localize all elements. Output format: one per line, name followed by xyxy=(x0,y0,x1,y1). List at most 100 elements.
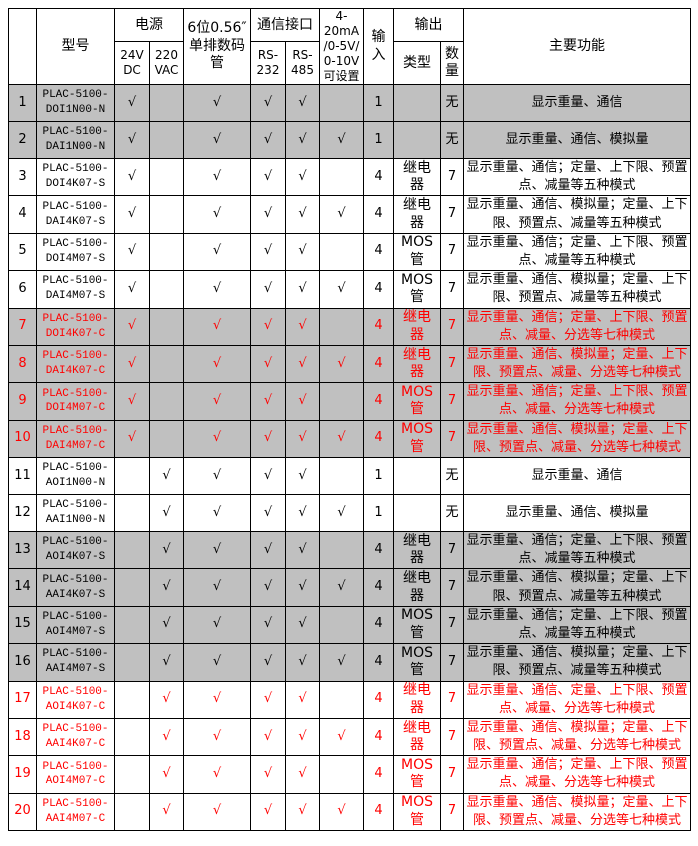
cell-functions: 显示重量、通信；定量、上下限、预置点、减量、分选等七种模式 xyxy=(463,755,691,794)
cell-output-qty: 7 xyxy=(440,605,464,645)
cell-output-qty: 7 xyxy=(440,157,464,197)
cell-check-display: √ xyxy=(183,84,251,122)
cell-check-rs485: √ xyxy=(285,494,320,532)
cell-check-analog: √ xyxy=(319,792,364,832)
cell-check-rs232: √ xyxy=(250,84,286,122)
cell-check-rs232: √ xyxy=(250,344,286,384)
check-icon: √ xyxy=(298,616,307,632)
check-icon: √ xyxy=(127,430,137,446)
cell-check-220vac: √ xyxy=(149,530,184,570)
cell-check-24vdc xyxy=(114,568,150,607)
cell-check-display: √ xyxy=(183,307,251,346)
check-icon: √ xyxy=(212,94,222,110)
cell-output-qty: 7 xyxy=(440,270,464,309)
check-icon: √ xyxy=(127,243,137,259)
cell-model: PLAC-5100-AAI4M07-S xyxy=(36,643,115,682)
cell-output-type: 继电 器 xyxy=(393,568,441,607)
cell-check-rs232: √ xyxy=(250,307,286,346)
cell-check-analog: √ xyxy=(319,643,364,682)
cell-output-type: MOS 管 xyxy=(393,382,441,421)
cell-row-no: 4 xyxy=(8,195,37,234)
cell-input-count: 4 xyxy=(363,270,394,309)
check-icon: √ xyxy=(263,206,273,222)
cell-check-display: √ xyxy=(183,121,251,159)
check-icon: √ xyxy=(298,430,307,446)
check-icon: √ xyxy=(337,653,346,669)
cell-check-analog: √ xyxy=(319,195,364,234)
cell-model: PLAC-5100-AOI4K07-S xyxy=(36,530,115,570)
cell-check-rs485: √ xyxy=(285,717,320,757)
cell-check-display: √ xyxy=(183,157,251,197)
cell-check-analog: √ xyxy=(319,568,364,607)
table-row: 17 PLAC-5100-AOI4K07-C √ √ √ √ 4 继电 器 7 显示重量、通信、定… xyxy=(8,680,691,719)
cell-check-analog xyxy=(319,457,364,495)
check-icon: √ xyxy=(162,728,171,744)
cell-row-no: 13 xyxy=(8,530,37,570)
cell-model: PLAC-5100-DOI4K07-S xyxy=(36,157,115,197)
cell-row-no: 8 xyxy=(8,344,37,384)
check-icon: √ xyxy=(212,691,222,707)
cell-check-rs485: √ xyxy=(285,568,320,607)
cell-output-qty: 7 xyxy=(440,680,464,719)
cell-check-analog: √ xyxy=(319,419,364,459)
cell-input-count: 1 xyxy=(363,494,394,532)
cell-check-rs485: √ xyxy=(285,270,320,309)
cell-check-display: √ xyxy=(183,344,251,384)
check-icon: √ xyxy=(162,616,171,632)
cell-output-qty: 7 xyxy=(440,382,464,421)
cell-check-220vac: √ xyxy=(149,568,184,607)
check-icon: √ xyxy=(212,280,222,296)
cell-functions: 显示重量、通信；定量、上下限、预置点、减量等五种模式 xyxy=(463,232,691,272)
table-row: 11 PLAC-5100-AOI1N00-N √ √ √ √ 1 无显示重量、通信 xyxy=(8,457,691,495)
cell-check-rs232: √ xyxy=(250,232,286,272)
cell-check-display: √ xyxy=(183,494,251,532)
cell-check-rs485: √ xyxy=(285,344,320,384)
cell-check-rs485: √ xyxy=(285,195,320,234)
cell-check-rs232: √ xyxy=(250,157,286,197)
cell-model: PLAC-5100-AOI1N00-N xyxy=(36,457,115,495)
cell-input-count: 4 xyxy=(363,792,394,832)
cell-check-rs485: √ xyxy=(285,232,320,272)
cell-functions: 显示重量、通信、模拟量 xyxy=(463,494,691,532)
check-icon: √ xyxy=(162,765,171,781)
cell-output-qty: 7 xyxy=(440,232,464,272)
check-icon: √ xyxy=(263,579,273,595)
check-icon: √ xyxy=(298,728,307,744)
cell-check-220vac xyxy=(149,195,184,234)
cell-functions: 显示重量、通信、模拟量；定量、上下限、预置点、减量等五种模式 xyxy=(463,568,691,607)
cell-check-24vdc xyxy=(114,494,150,532)
cell-output-type: MOS 管 xyxy=(393,755,441,794)
check-icon: √ xyxy=(162,541,171,557)
check-icon: √ xyxy=(263,355,273,371)
cell-input-count: 4 xyxy=(363,530,394,570)
cell-model: PLAC-5100-DAI4M07-C xyxy=(36,419,115,459)
cell-check-analog: √ xyxy=(319,121,364,159)
table-row: 7 PLAC-5100-DOI4K07-C √ √ √ √ 4 继电 器 7 显示重量、通信；定量… xyxy=(8,307,691,346)
check-icon: √ xyxy=(212,318,222,334)
col-header-output-qty: 数 量 xyxy=(440,41,464,85)
check-icon: √ xyxy=(127,168,137,184)
cell-output-qty: 7 xyxy=(440,344,464,384)
cell-functions: 显示重量、通信、模拟量；定量、上下限、预置点、减量等五种模式 xyxy=(463,643,691,682)
check-icon: √ xyxy=(263,430,273,446)
check-icon: √ xyxy=(263,94,273,110)
cell-input-count: 4 xyxy=(363,382,394,421)
cell-output-type: 继电 器 xyxy=(393,344,441,384)
table-row: 14 PLAC-5100-AAI4K07-S √ √ √ √ √ 4 继电 器 7 显示重量、通信、… xyxy=(8,568,691,607)
cell-check-display: √ xyxy=(183,792,251,832)
check-icon: √ xyxy=(298,504,307,520)
table-row: 12 PLAC-5100-AAI1N00-N √ √ √ √ √ 1 无显示重量、通信、模拟量 xyxy=(8,494,691,532)
cell-row-no: 12 xyxy=(8,494,37,532)
cell-check-display: √ xyxy=(183,232,251,272)
cell-check-rs232: √ xyxy=(250,195,286,234)
cell-check-analog xyxy=(319,755,364,794)
cell-check-rs232: √ xyxy=(250,792,286,832)
table-row: 13 PLAC-5100-AOI4K07-S √ √ √ √ 4 继电 器 7 显示重量、通信；定… xyxy=(8,530,691,570)
cell-check-rs485: √ xyxy=(285,419,320,459)
cell-check-rs485: √ xyxy=(285,643,320,682)
check-icon: √ xyxy=(263,504,273,520)
check-icon: √ xyxy=(298,653,307,669)
cell-row-no: 5 xyxy=(8,232,37,272)
cell-output-qty: 无 xyxy=(440,494,464,532)
cell-check-rs485: √ xyxy=(285,157,320,197)
